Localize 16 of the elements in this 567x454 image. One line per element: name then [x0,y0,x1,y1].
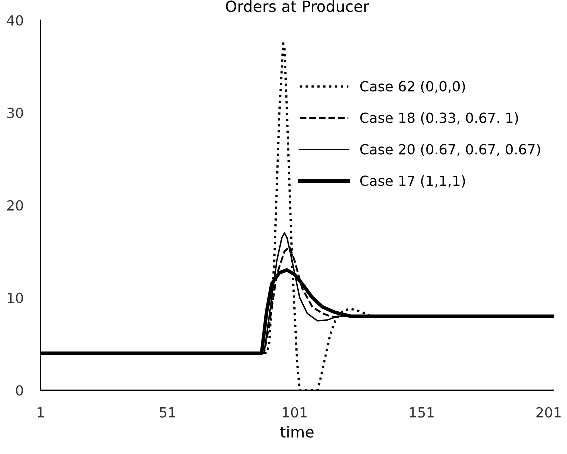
legend-label: Case 17 (1,1,1) [360,176,466,188]
chart-title: Orders at Producer [226,0,370,12]
y-tick-label: 0 [16,385,24,396]
x-tick-label: 51 [160,408,176,418]
y-tick-label: 10 [8,292,24,304]
x-tick-label: 101 [283,407,307,418]
legend-label: Case 18 (0.33, 0.67. 1) [360,112,518,125]
y-tick-label: 20 [8,200,24,211]
legend-label: Case 20 (0.67, 0.67, 0.67) [360,144,540,156]
x-tick-label: 151 [410,408,434,418]
y-tick-label: 40 [7,15,24,26]
y-tick-label: 30 [8,108,24,118]
x-tick-label: 1 [38,408,44,418]
legend-label: Case 62 (0,0,0) [360,81,466,94]
x-axis-title: time [280,426,314,438]
x-tick-label: 201 [536,407,561,418]
